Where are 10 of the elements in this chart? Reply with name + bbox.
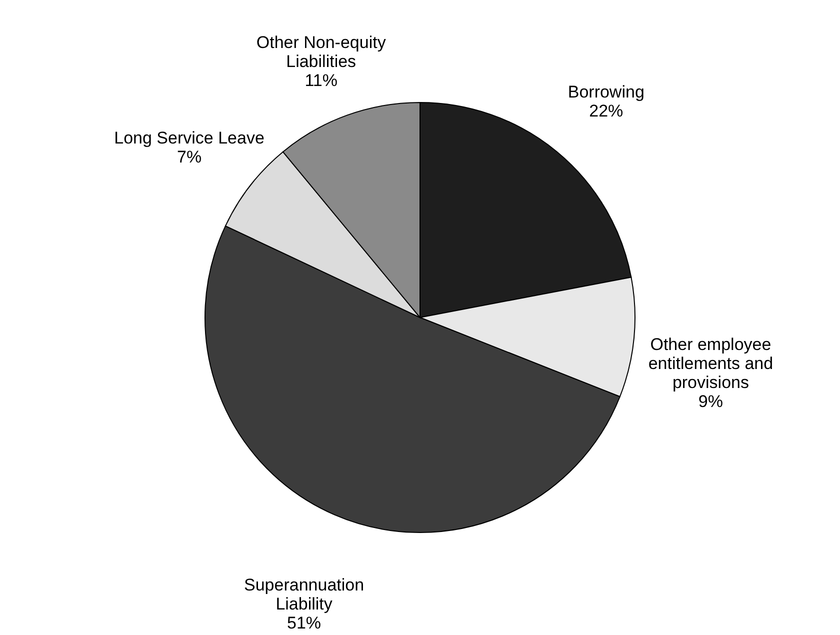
- data-label: 7%: [176, 148, 202, 167]
- slice-label: Other employee entitlements and provisions: [648, 334, 774, 392]
- slice-label: Long Service Leave: [114, 128, 264, 148]
- data-label: 51%: [287, 613, 322, 632]
- slice-label: Borrowing: [568, 82, 644, 102]
- slice-label: Superannuation Liability: [244, 575, 364, 614]
- data-label: 22%: [589, 102, 624, 121]
- data-label: 11%: [304, 70, 338, 90]
- data-label: 9%: [698, 392, 723, 411]
- slice-label: Other Non-equity Liabilities: [256, 32, 386, 71]
